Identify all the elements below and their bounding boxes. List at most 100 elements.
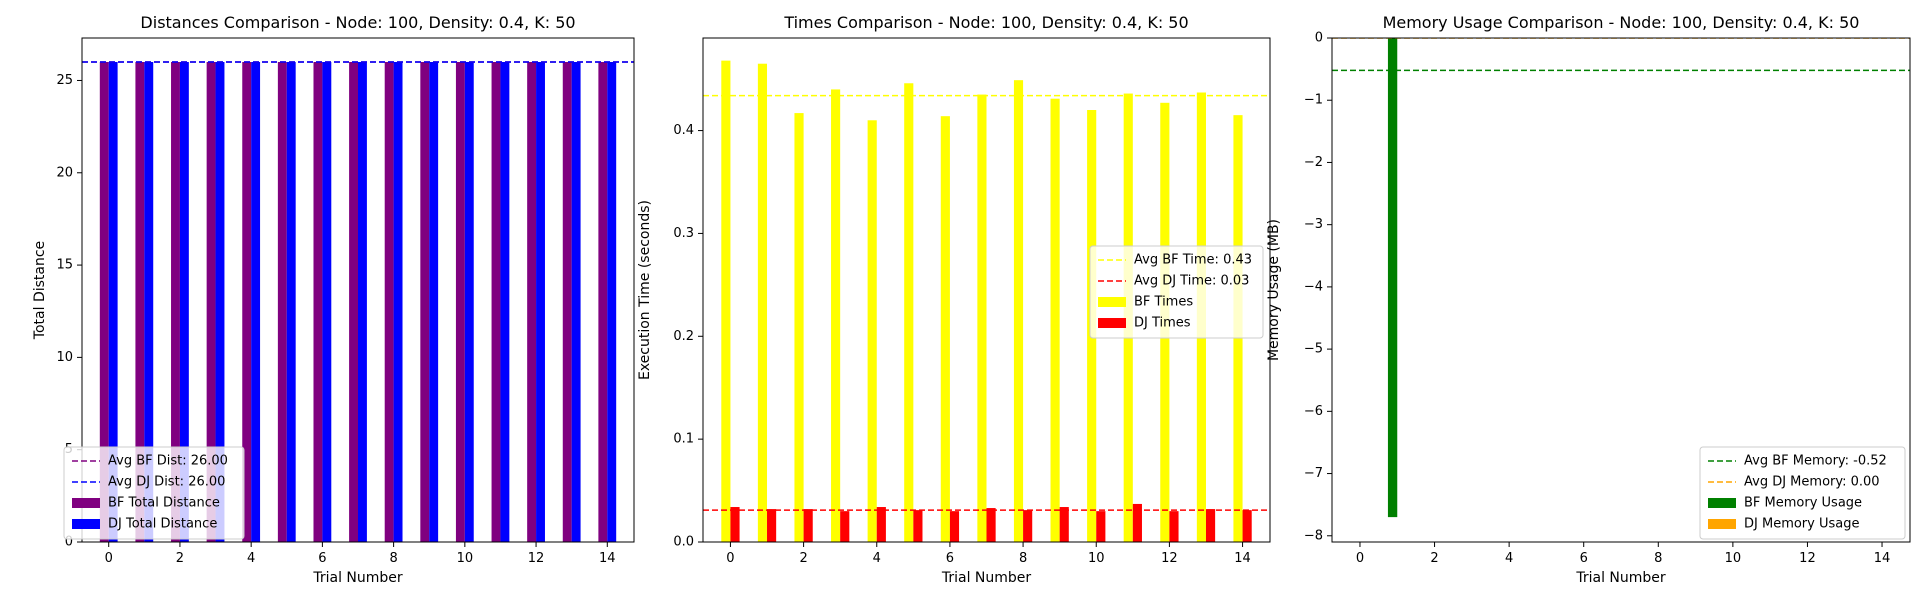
bar-bf-3	[206, 62, 216, 542]
bar-bf-5	[277, 62, 287, 542]
bar-dj-10	[1096, 511, 1106, 542]
y-axis-label: Execution Time (seconds)	[637, 200, 653, 380]
bar-bf-8	[1013, 80, 1024, 542]
legend-box	[63, 446, 245, 540]
x-tick-label: 0	[726, 551, 734, 566]
x-tick-label: 12	[1799, 551, 1816, 566]
y-tick-label: −8	[1304, 528, 1323, 543]
x-tick-label: 14	[599, 551, 616, 566]
x-tick-label: 2	[1430, 551, 1438, 566]
y-tick-label: 0.0	[673, 535, 694, 550]
x-tick-label: 4	[1505, 551, 1513, 566]
y-tick-label: −5	[1304, 342, 1323, 357]
x-tick-label: 14	[1874, 551, 1891, 566]
bar-bf-9	[420, 62, 430, 542]
x-tick-label: 6	[1580, 551, 1588, 566]
x-tick-label: 6	[946, 551, 954, 566]
bar-dj-2	[803, 509, 813, 542]
x-tick-label: 4	[873, 551, 881, 566]
x-tick-label: 0	[105, 551, 113, 566]
x-tick-label: 6	[318, 551, 326, 566]
bar-bf-1	[1387, 38, 1398, 518]
bar-dj-2	[179, 62, 189, 542]
bar-dj-4	[876, 507, 886, 542]
legend-label: DJ Memory Usage	[1744, 517, 1859, 532]
bar-dj-6	[322, 62, 332, 542]
bar-dj-6	[949, 511, 960, 542]
legend-swatch-patch	[1098, 297, 1126, 307]
y-tick-label: −3	[1304, 217, 1323, 232]
x-tick-label: 10	[1725, 551, 1742, 566]
x-tick-label: 8	[389, 551, 397, 566]
x-axis-label: Trial Number	[312, 570, 403, 586]
axes-frame	[1331, 37, 1911, 543]
bar-dj-13	[1205, 509, 1216, 542]
chart-title: Distances Comparison - Node: 100, Densit…	[140, 13, 575, 32]
x-tick-label: 8	[1019, 551, 1027, 566]
legend-swatch-patch	[72, 519, 100, 529]
bar-dj-10	[464, 62, 474, 542]
legend-label: BF Memory Usage	[1744, 496, 1862, 511]
y-tick-label: 0.2	[673, 329, 694, 344]
legend-swatch-patch	[1098, 318, 1126, 328]
bar-dj-12	[1169, 511, 1179, 542]
y-tick-label: 10	[56, 350, 73, 365]
bar-bf-8	[384, 62, 394, 542]
bar-dj-0	[730, 507, 740, 542]
legend-box	[1699, 446, 1906, 540]
chart-title: Memory Usage Comparison - Node: 100, Den…	[1383, 13, 1860, 32]
chart-title: Times Comparison - Node: 100, Density: 0…	[783, 13, 1188, 32]
y-tick-label: 25	[56, 73, 73, 88]
x-tick-label: 4	[247, 551, 255, 566]
legend-swatch-patch	[1708, 498, 1736, 508]
plot-area	[82, 61, 634, 542]
legend-label: Avg BF Time: 0.43	[1134, 253, 1252, 268]
bar-dj-3	[840, 511, 850, 542]
bar-bf-10	[455, 62, 465, 542]
y-axis-label: Memory Usage (MB)	[1266, 219, 1282, 361]
x-tick-label: 10	[457, 551, 474, 566]
bar-bf-0	[721, 60, 731, 542]
legend-swatch-patch	[1708, 519, 1736, 529]
bar-bf-4	[242, 62, 252, 542]
bar-bf-11	[491, 62, 501, 542]
bar-bf-1	[757, 63, 768, 542]
legend-label: Avg DJ Dist: 26.00	[108, 475, 225, 490]
bar-dj-8	[1023, 510, 1033, 542]
legend-box	[1089, 245, 1264, 339]
x-tick-label: 0	[1356, 551, 1364, 566]
bar-bf-1	[135, 62, 145, 542]
legend-label: Avg DJ Memory: 0.00	[1744, 475, 1880, 490]
y-tick-label: −4	[1304, 279, 1323, 294]
legend: Avg BF Time: 0.43 Avg DJ Time: 0.03 BF Tim…	[1089, 245, 1264, 339]
bar-bf-14	[598, 62, 608, 542]
chart-panel-2: 0 2 4 6 8 10 12 14 0.0 0.1 0.2 0.3 0.4 Times Comparis…	[637, 13, 1271, 586]
bar-bf-12	[527, 62, 537, 542]
y-tick-label: 15	[56, 258, 73, 273]
x-tick-label: 14	[1234, 551, 1251, 566]
y-tick-label: −2	[1304, 155, 1323, 170]
x-axis-label: Trial Number	[941, 570, 1032, 586]
bar-dj-11	[1132, 503, 1142, 542]
bar-bf-6	[940, 116, 950, 542]
bar-dj-14	[607, 62, 617, 542]
bar-bf-4	[867, 120, 877, 542]
bar-dj-13	[571, 62, 581, 542]
bar-dj-1	[767, 509, 777, 542]
y-axis-label: Total Distance	[32, 241, 48, 340]
bar-dj-3	[215, 62, 225, 542]
plot-area	[1332, 38, 1910, 518]
bar-dj-9	[1059, 507, 1069, 542]
bar-bf-0	[99, 62, 109, 542]
y-tick-label: 0	[65, 535, 73, 550]
bar-bf-2	[794, 113, 804, 542]
chart-panel-3: 0 2 4 6 8 10 12 14 0 −1 −2 −3 −4 −5 −6 −7 −8 Memory Usage…	[1266, 13, 1911, 586]
bar-dj-8	[393, 62, 403, 542]
legend-swatch-patch	[72, 498, 100, 508]
axes-frame	[81, 37, 635, 543]
legend-label: Avg DJ Time: 0.03	[1134, 274, 1249, 289]
x-tick-label: 2	[799, 551, 807, 566]
y-tick-label: 0	[1315, 31, 1323, 46]
bar-dj-9	[429, 62, 439, 542]
